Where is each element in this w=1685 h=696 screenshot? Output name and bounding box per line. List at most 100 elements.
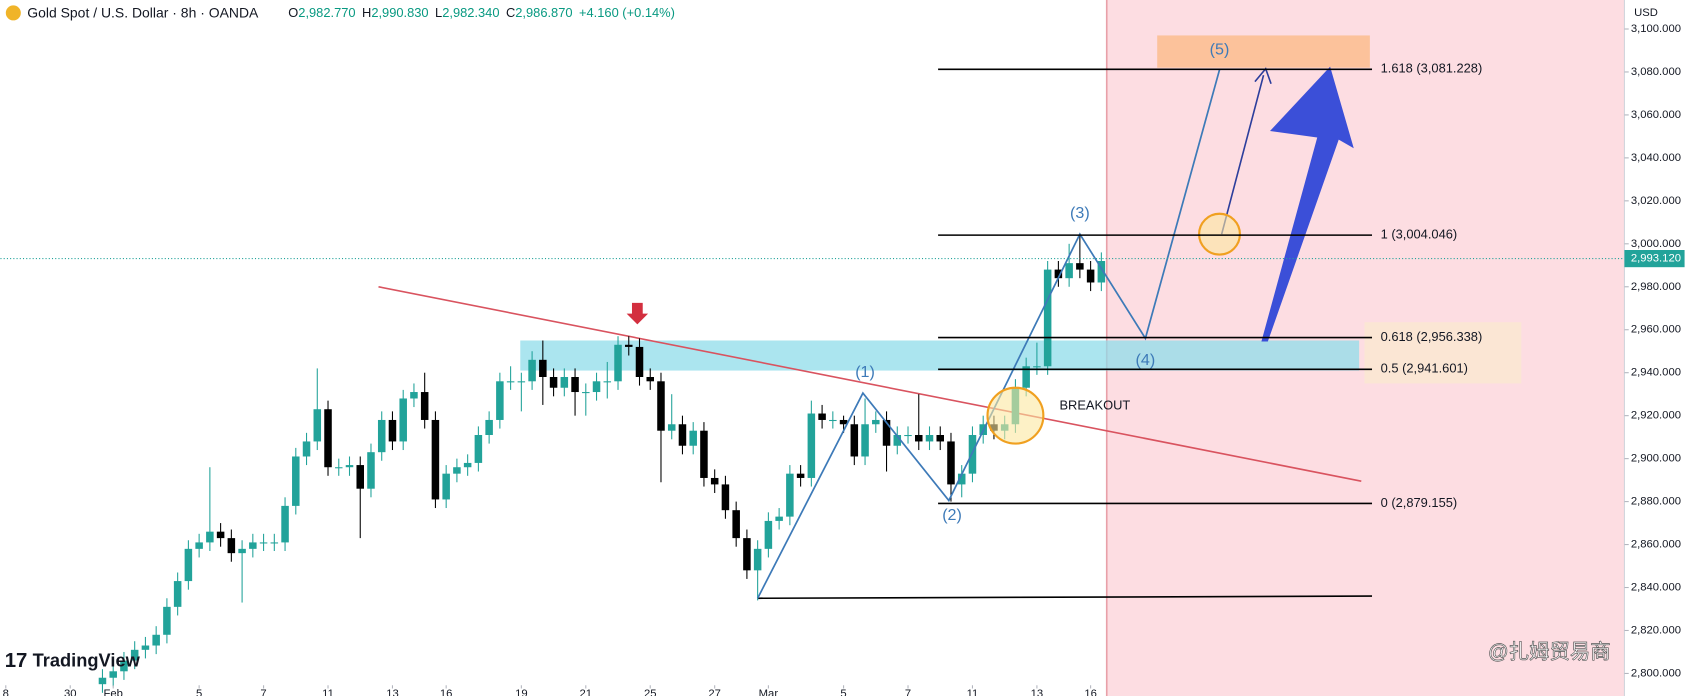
candle-body bbox=[818, 413, 826, 420]
candle-body bbox=[1022, 366, 1030, 388]
candle-body bbox=[206, 531, 214, 543]
trendline bbox=[378, 285, 1362, 482]
candle-body bbox=[163, 606, 171, 635]
candle-body bbox=[700, 430, 708, 478]
ohlc-key: L bbox=[435, 5, 442, 20]
x-tick-label: 21 bbox=[580, 688, 593, 696]
candle-body bbox=[915, 435, 923, 442]
x-tick-label: 11 bbox=[967, 688, 979, 696]
candle-body bbox=[925, 435, 934, 442]
y-tick-label: 2,940.000 bbox=[1631, 367, 1681, 379]
x-tick-label: 16 bbox=[440, 688, 453, 696]
candle-body bbox=[141, 645, 150, 650]
candle-body bbox=[420, 392, 429, 420]
ohlc-value: 2,982.770 bbox=[298, 5, 355, 20]
x-tick-label: 13 bbox=[1031, 688, 1044, 696]
red-arrow bbox=[626, 302, 649, 325]
y-tick-label: 2,800.000 bbox=[1631, 667, 1681, 679]
candle-body bbox=[292, 456, 300, 506]
x-tick-label: 11 bbox=[322, 688, 334, 696]
candle-body bbox=[635, 346, 644, 377]
candle-body bbox=[184, 548, 193, 582]
candle-body bbox=[947, 441, 955, 485]
ohlc-key: H bbox=[362, 5, 371, 20]
candle-body bbox=[377, 419, 386, 453]
candle-body bbox=[98, 677, 107, 685]
candle-body bbox=[1097, 261, 1106, 283]
wave-label: (5) bbox=[1210, 41, 1230, 59]
candle-body bbox=[463, 462, 472, 468]
candle-body bbox=[582, 392, 590, 394]
candle-body bbox=[496, 381, 504, 420]
candle-body bbox=[195, 542, 203, 549]
candle-body bbox=[689, 430, 697, 446]
candle-body bbox=[732, 510, 740, 539]
fib-label: 0.618 (2,956.338) bbox=[1381, 329, 1483, 344]
x-tick-label: 19 bbox=[515, 688, 528, 696]
x-tick-label: 16 bbox=[1084, 688, 1097, 696]
symbol: Gold Spot / U.S. Dollar · 8h · OANDA bbox=[27, 5, 259, 21]
logo: TradingView bbox=[33, 649, 141, 670]
ohlc-key: C bbox=[506, 5, 515, 20]
candle-body bbox=[775, 516, 783, 521]
ohlc-value: 2,982.340 bbox=[442, 5, 499, 20]
fib-label: 1 (3,004.046) bbox=[1381, 227, 1458, 242]
y-tick-label: 2,980.000 bbox=[1631, 281, 1681, 293]
y-tick-label: 3,060.000 bbox=[1631, 109, 1681, 121]
candle-body bbox=[882, 419, 891, 446]
wave-label: (2) bbox=[942, 506, 962, 524]
candle-body bbox=[388, 419, 397, 442]
target-zone bbox=[1157, 35, 1370, 68]
x-tick-label: 25 bbox=[644, 688, 657, 696]
logo-icon: 17 bbox=[5, 650, 28, 672]
last-price-label: 2,993.120 bbox=[1631, 253, 1681, 265]
breakout-label: BREAKOUT bbox=[1059, 397, 1130, 412]
candle-body bbox=[356, 465, 364, 489]
candle-body bbox=[249, 542, 257, 549]
fib-label: 0 (2,879.155) bbox=[1381, 495, 1458, 510]
y-tick-label: 2,880.000 bbox=[1631, 496, 1681, 508]
candle-body bbox=[474, 435, 483, 463]
ohlc-key: O bbox=[288, 5, 298, 20]
candle-body bbox=[764, 520, 773, 549]
candle-body bbox=[614, 344, 622, 382]
candle-body bbox=[302, 441, 311, 457]
candle-body bbox=[710, 477, 719, 485]
x-tick-label: 30 bbox=[64, 688, 77, 696]
candle-body bbox=[506, 381, 515, 383]
fib-label-bg bbox=[1364, 322, 1522, 384]
candle-body bbox=[678, 424, 687, 446]
candle-body bbox=[216, 531, 225, 539]
candle-body bbox=[667, 424, 676, 431]
x-tick-label: 8 bbox=[3, 688, 9, 696]
candle-body bbox=[1065, 263, 1073, 279]
candle-body bbox=[646, 377, 654, 382]
x-tick-label: 7 bbox=[260, 688, 266, 696]
candle-body bbox=[270, 542, 279, 544]
candle-body bbox=[861, 424, 869, 457]
x-tick-label: 5 bbox=[840, 688, 846, 696]
candle-body bbox=[335, 467, 343, 469]
fib-label: 1.618 (3,081.228) bbox=[1381, 61, 1483, 76]
candle-body bbox=[227, 538, 236, 554]
candle-body bbox=[517, 381, 526, 383]
big-arrow bbox=[1261, 66, 1354, 342]
candle-body bbox=[592, 381, 601, 393]
candle-body bbox=[743, 538, 751, 571]
target-circle bbox=[1198, 212, 1241, 256]
y-tick-label: 2,820.000 bbox=[1631, 624, 1681, 636]
projection-arrow bbox=[1220, 74, 1265, 235]
candle-body bbox=[324, 409, 332, 468]
candle-body bbox=[410, 392, 418, 399]
y-tick-label: 3,100.000 bbox=[1631, 23, 1681, 35]
wave-label: (4) bbox=[1136, 351, 1156, 369]
candle-body bbox=[1054, 269, 1063, 279]
x-tick-label: 5 bbox=[196, 688, 202, 696]
candle-body bbox=[753, 548, 762, 571]
y-tick-label: 2,840.000 bbox=[1631, 582, 1681, 594]
y-tick-label: 2,960.000 bbox=[1631, 324, 1681, 336]
candle-body bbox=[313, 409, 322, 442]
y-tick-label: 2,860.000 bbox=[1631, 539, 1681, 551]
last-price-badge bbox=[1624, 250, 1685, 268]
